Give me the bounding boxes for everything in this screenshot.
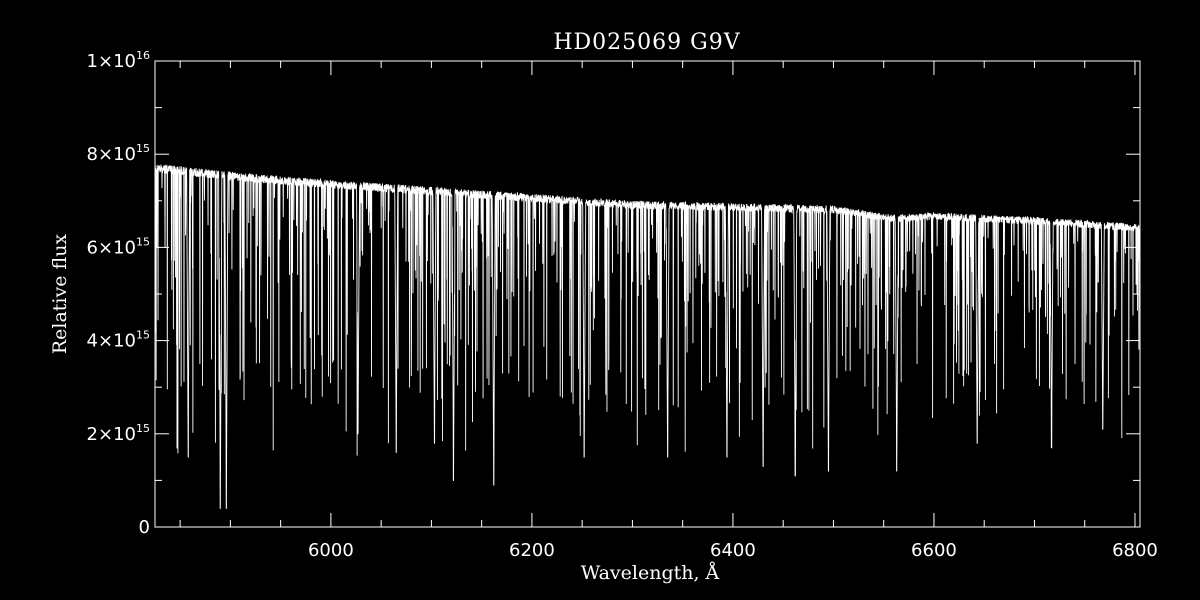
y-tick-label: 0 <box>139 517 150 538</box>
y-tick-mantissa: 1×10 <box>87 51 136 72</box>
y-tick-label: 6×1015 <box>87 235 150 258</box>
y-axis-label: Relative flux <box>49 234 71 355</box>
y-tick-mantissa: 6×10 <box>87 237 136 258</box>
y-tick-mantissa: 0 <box>139 517 150 538</box>
y-tick-exponent: 15 <box>136 422 150 435</box>
chart-title: HD025069 G9V <box>553 30 740 55</box>
spectrum-series <box>154 164 1141 509</box>
y-tick-exponent: 16 <box>136 49 150 62</box>
x-tick-label: 6400 <box>710 540 756 561</box>
plot-frame <box>154 60 1141 528</box>
y-tick-exponent: 15 <box>136 329 150 342</box>
y-tick-label: 1×1016 <box>87 49 150 72</box>
y-tick-label: 8×1015 <box>87 142 150 165</box>
y-tick-exponent: 15 <box>136 235 150 248</box>
x-tick-label: 6200 <box>509 540 555 561</box>
y-tick-mantissa: 8×10 <box>87 144 136 165</box>
x-tick-label: 6000 <box>308 540 354 561</box>
x-axis-label: Wavelength, Å <box>581 562 720 584</box>
spectrum-line <box>154 164 1141 509</box>
x-tick-label: 6800 <box>1112 540 1158 561</box>
y-tick-mantissa: 2×10 <box>87 424 136 445</box>
y-tick-label: 2×1015 <box>87 422 150 445</box>
y-tick-mantissa: 4×10 <box>87 331 136 352</box>
y-tick-exponent: 15 <box>136 142 150 155</box>
axis-ticks: 6000 6200 6400 6600 680002×10154×10156×10158… <box>87 49 1158 561</box>
x-tick-label: 6600 <box>911 540 957 561</box>
y-tick-label: 4×1015 <box>87 329 150 352</box>
